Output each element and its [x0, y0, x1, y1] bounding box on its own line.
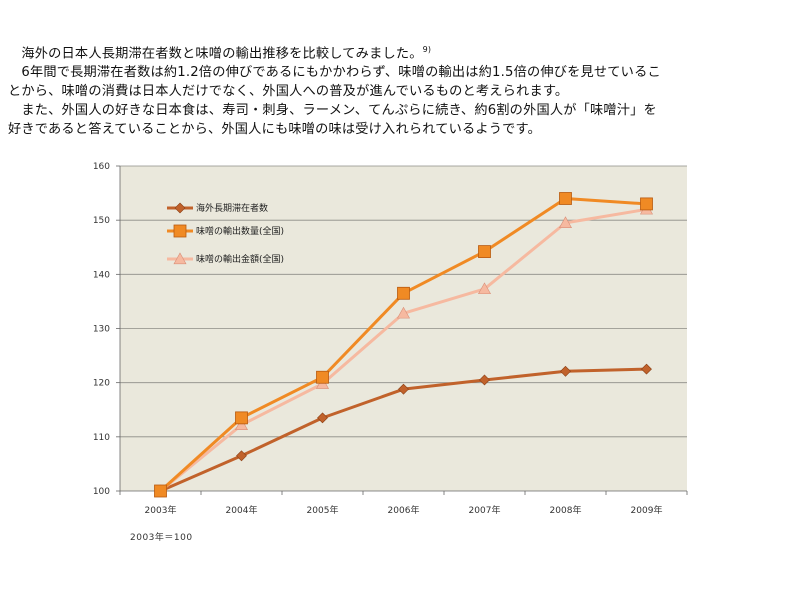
- data-point-square: [640, 197, 653, 211]
- x-tick-label: 2003年: [145, 504, 177, 516]
- data-point-diamond: [641, 363, 652, 375]
- data-point-square: [397, 286, 410, 300]
- legend-item-3: 味噌の輸出金額(全国): [167, 252, 284, 265]
- data-point-triangle: [477, 282, 492, 295]
- x-tick-label: 2008年: [550, 504, 582, 516]
- data-point-triangle: [234, 418, 249, 431]
- legend-label: 味噌の輸出金額(全国): [196, 253, 284, 265]
- data-point-square: [316, 370, 329, 384]
- x-tick-label: 2006年: [388, 504, 420, 516]
- gridlines: [120, 165, 687, 438]
- y-tick-label: 130: [93, 325, 110, 335]
- data-point-diamond: [560, 365, 571, 377]
- x-tick-label: 2004年: [226, 504, 258, 516]
- intro-line-1-text: 海外の日本人長期滞在者数と味噌の輸出推移を比較してみました。: [8, 46, 423, 62]
- data-point-square: [235, 411, 248, 425]
- data-point-triangle: [396, 306, 411, 319]
- intro-text: 海外の日本人長期滞在者数と味噌の輸出推移を比較してみました。9) 6年間で長期滞…: [8, 40, 788, 139]
- x-tick-label: 2005年: [307, 504, 339, 516]
- data-point-diamond: [236, 450, 247, 462]
- data-point-diamond: [398, 383, 409, 395]
- axes: 100 110 120 130 140 150 160 2003年 2004年 2005年 2006…: [93, 162, 688, 516]
- y-tick-label: 100: [93, 487, 110, 497]
- legend-label: 味噌の輸出数量(全国): [196, 225, 284, 237]
- y-tick-label: 140: [93, 270, 110, 280]
- data-point-diamond: [317, 412, 328, 424]
- footnote-reference: 9): [422, 45, 432, 54]
- x-tick-label: 2009年: [631, 504, 663, 516]
- data-point-square: [478, 245, 491, 258]
- base-year-note: 2003年＝100: [130, 533, 193, 543]
- legend-item-2: 味噌の輸出数量(全国): [167, 224, 284, 238]
- intro-line-4: また、外国人の好きな日本食は、寿司・刺身、ラーメン、てんぷらに続き、約6割の外国…: [8, 103, 657, 119]
- intro-line-5: 好きであると答えていることから、外国人にも味噌の味は受け入れられているようです。: [8, 122, 541, 138]
- series-2: [154, 192, 653, 498]
- legend-item-1: 海外長期滞在者数: [167, 202, 268, 214]
- data-point-diamond: [174, 202, 186, 214]
- intro-line-2: 6年間で長期滞在者数は約1.2倍の伸びであるにもかかわらず、味噌の輸出は約1.5…: [8, 65, 661, 81]
- data-point-square: [559, 192, 572, 205]
- series-group: [153, 192, 654, 498]
- data-point-triangle: [173, 252, 187, 265]
- legend-label: 海外長期滞在者数: [196, 202, 268, 214]
- y-tick-label: 150: [93, 216, 110, 226]
- data-point-square: [154, 484, 167, 498]
- x-tick-label: 2007年: [469, 504, 501, 516]
- data-point-triangle: [558, 216, 573, 228]
- intro-line-1: 海外の日本人長期滞在者数と味噌の輸出推移を比較してみました。9): [8, 40, 788, 63]
- data-point-square: [173, 224, 187, 238]
- intro-line-3: とから、味噌の消費は日本人だけでなく、外国人への普及が進んでいるものと考えられま…: [8, 84, 569, 100]
- y-tick-label: 110: [93, 433, 110, 443]
- y-tick-label: 160: [93, 162, 110, 172]
- data-point-diamond: [479, 374, 490, 386]
- y-tick-label: 120: [93, 379, 110, 389]
